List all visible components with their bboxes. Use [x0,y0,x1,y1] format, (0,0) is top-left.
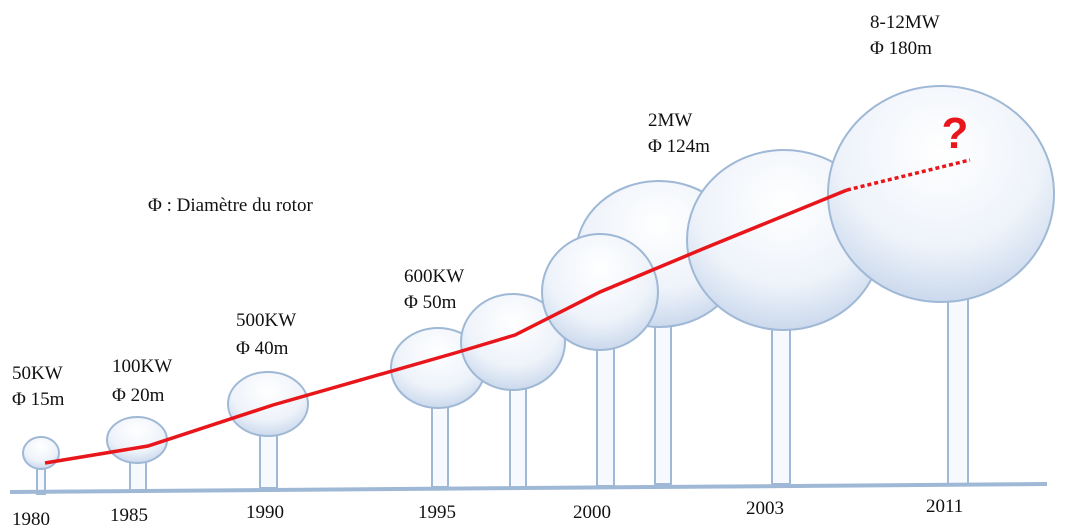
pole [948,285,968,484]
rotor [228,372,308,436]
pole [260,432,277,488]
power-label: 100KW [112,356,172,377]
power-label: 2MW [648,110,692,131]
pole [510,380,526,488]
diameter-label: Φ 20m [112,385,165,406]
power-label: 8-12MW [870,12,940,33]
year-label: 2011 [926,496,963,517]
power-label: 500KW [236,310,296,331]
ground [10,484,1047,492]
rotor [107,417,167,463]
legend: Φ : Diamètre du rotor [148,195,313,216]
pole [655,320,671,484]
pole [432,400,448,487]
year-label: 1995 [418,502,456,523]
question-mark: ? [942,109,969,158]
year-label: 1990 [246,502,284,523]
diagram: ? Φ : Diamètre du rotor 50KW Φ 15m 100KW… [0,0,1075,529]
year-label: 2003 [746,498,784,519]
diameter-label: Φ 15m [12,389,65,410]
power-label: 50KW [12,363,63,384]
pole [597,340,614,486]
power-label: 600KW [404,266,464,287]
year-label: 1985 [110,505,148,526]
rotor [23,437,59,469]
year-label: 2000 [573,502,611,523]
diameter-label: Φ 40m [236,338,289,359]
year-label: 1980 [12,509,50,529]
diameter-label: Φ 124m [648,136,710,157]
diameter-label: Φ 180m [870,38,932,59]
turbines [23,86,1054,494]
pole [772,310,790,484]
diameter-label: Φ 50m [404,292,457,313]
